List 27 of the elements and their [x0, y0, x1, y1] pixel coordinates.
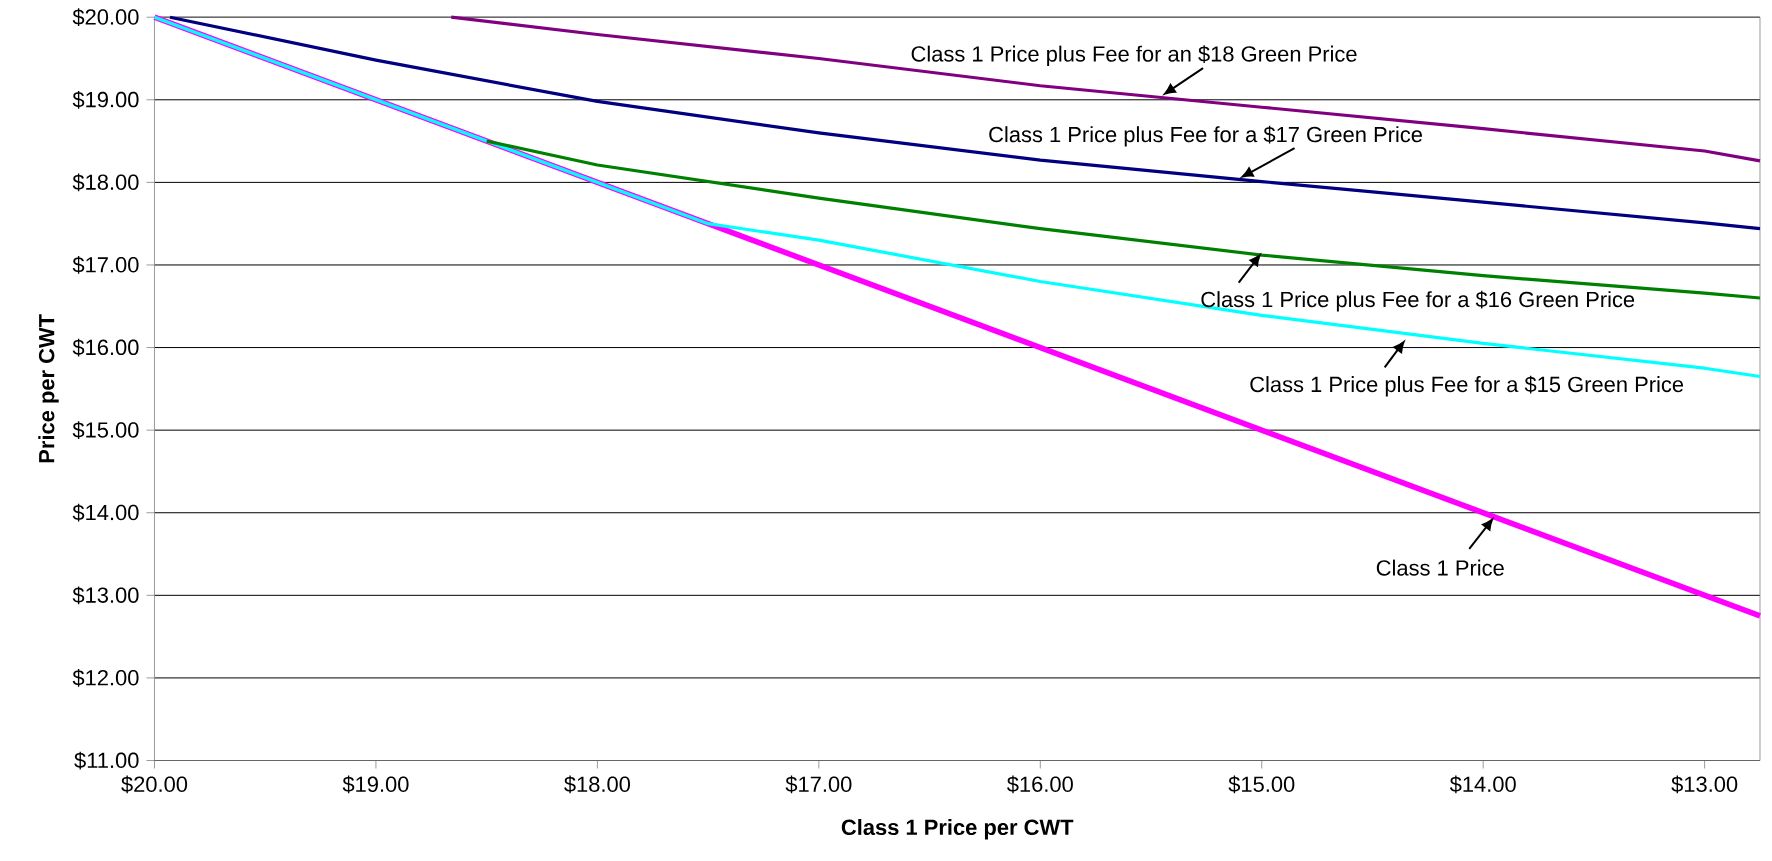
y-tick-label: $16.00 — [72, 338, 139, 357]
y-tick-label: $13.00 — [72, 586, 139, 605]
annotation: Class 1 Price — [1376, 559, 1504, 576]
annotation: Class 1 Price plus Fee for a $17 Green Price — [989, 125, 1422, 147]
y-tick-label: $14.00 — [72, 503, 139, 522]
x-axis-title: Class 1 Price per CWT — [841, 818, 1074, 840]
y-axis-title: Price per CWT — [38, 314, 59, 463]
x-tick-label: $18.00 — [564, 775, 631, 794]
line-series — [449, 15, 1762, 163]
annotation: Class 1 Price plus Fee for a $16 Green Price — [1201, 290, 1635, 312]
y-tick-label: $18.00 — [72, 173, 139, 192]
x-tick-label: $19.00 — [342, 775, 409, 794]
x-tick-label: $13.00 — [1671, 775, 1738, 794]
y-tick-label: $17.00 — [72, 256, 139, 274]
y-tick-label: $11.00 — [74, 751, 139, 770]
x-tick-label: $20.00 — [121, 775, 188, 794]
y-tick-label: $12.00 — [72, 669, 139, 687]
y-tick-label: $15.00 — [72, 421, 139, 440]
y-tick-label: $19.00 — [72, 90, 139, 109]
x-tick-label: $16.00 — [1007, 775, 1073, 794]
y-tick-label: $20.00 — [72, 8, 139, 27]
annotation: Class 1 Price plus Fee for a $15 Green Price — [1250, 375, 1684, 397]
x-tick-label: $14.00 — [1449, 775, 1516, 794]
x-tick-label: $15.00 — [1228, 775, 1295, 794]
annotation: Class 1 Price plus Fee for an $18 Green Price — [911, 45, 1357, 67]
x-tick-label: $17.00 — [785, 775, 852, 794]
line-series — [168, 15, 1762, 231]
